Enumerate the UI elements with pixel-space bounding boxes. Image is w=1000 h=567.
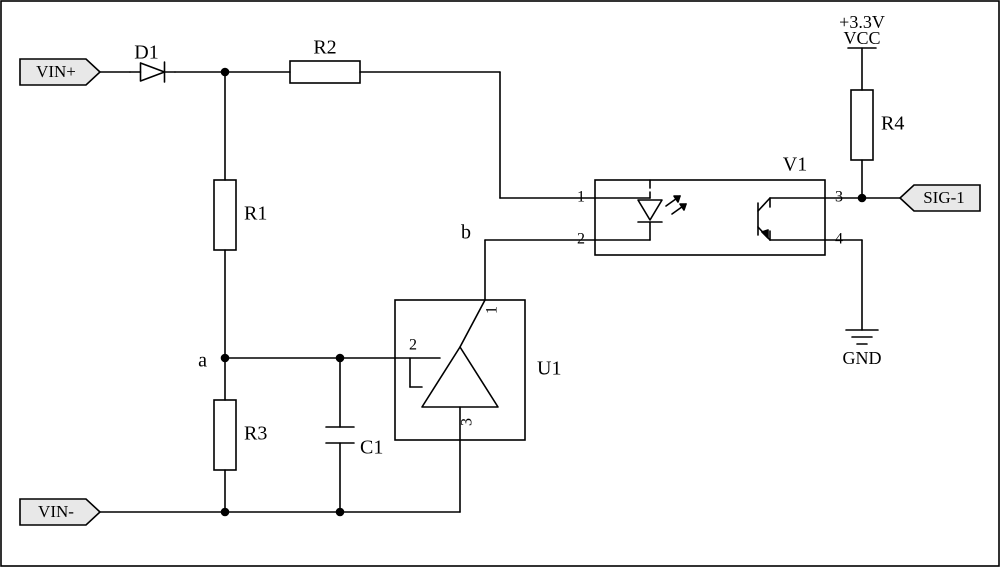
vin-minus-pin: VIN- bbox=[20, 499, 100, 525]
v1-pin2: 2 bbox=[577, 231, 585, 248]
svg-text:SIG-1: SIG-1 bbox=[923, 188, 965, 207]
c1-label: C1 bbox=[360, 437, 383, 459]
v1-pin4: 4 bbox=[835, 231, 843, 248]
node-a-label: a bbox=[198, 350, 207, 372]
v1-pin1: 1 bbox=[577, 189, 585, 206]
svg-text:VIN-: VIN- bbox=[38, 502, 74, 521]
sig1-pin: SIG-1 bbox=[900, 185, 980, 211]
node-b-label: b bbox=[461, 222, 471, 244]
v1-pin3: 3 bbox=[835, 189, 843, 206]
r4-label: R4 bbox=[881, 113, 904, 135]
u1-pin3: 3 bbox=[459, 418, 476, 426]
v1-label: V1 bbox=[783, 154, 807, 176]
gnd-label: GND bbox=[843, 348, 882, 368]
vin-plus-pin: VIN+ bbox=[20, 59, 100, 85]
r1-label: R1 bbox=[244, 203, 267, 225]
r2-label: R2 bbox=[313, 37, 336, 59]
u1-pin2: 2 bbox=[409, 337, 417, 354]
d1-diode: D1 bbox=[134, 42, 158, 64]
u1-pin1: 1 bbox=[484, 306, 501, 314]
vcc-label: VCC bbox=[843, 28, 880, 48]
svg-text:VIN+: VIN+ bbox=[36, 62, 76, 81]
u1-label: U1 bbox=[537, 358, 561, 380]
r3-label: R3 bbox=[244, 423, 267, 445]
